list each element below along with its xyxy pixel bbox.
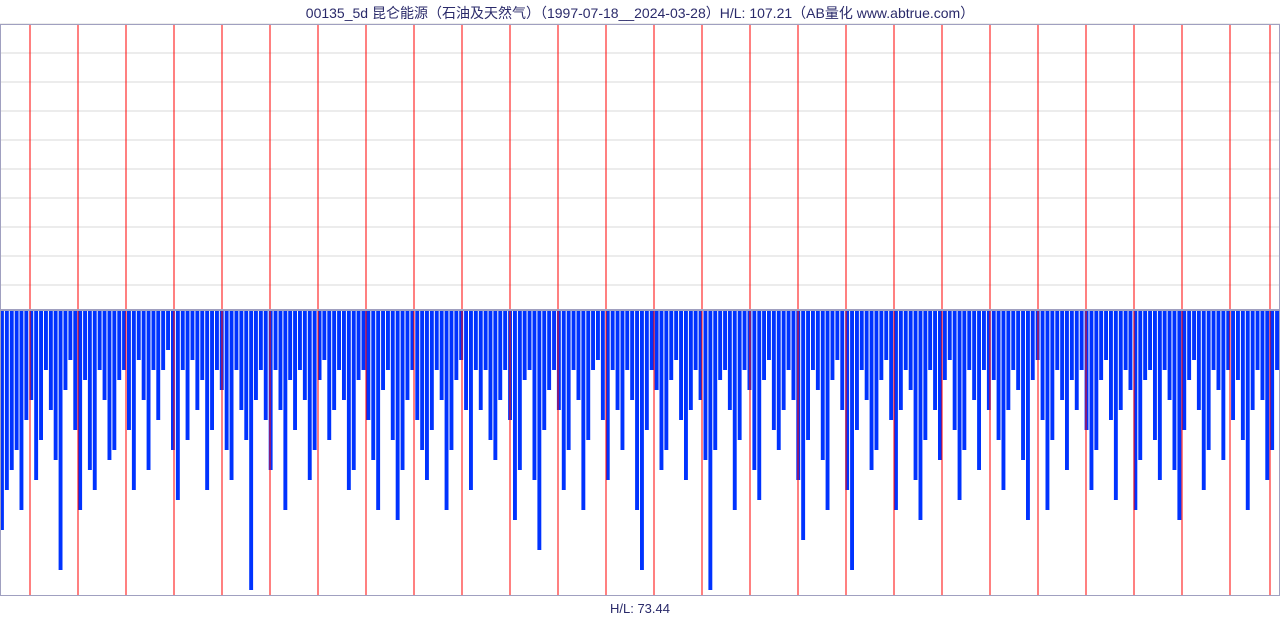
chart-title: 00135_5d 昆仑能源（石油及天然气）（1997-07-18__2024-0…	[0, 3, 1280, 23]
chart-bottom-label: H/L: 73.44	[0, 601, 1280, 616]
stock-chart	[0, 0, 1280, 620]
